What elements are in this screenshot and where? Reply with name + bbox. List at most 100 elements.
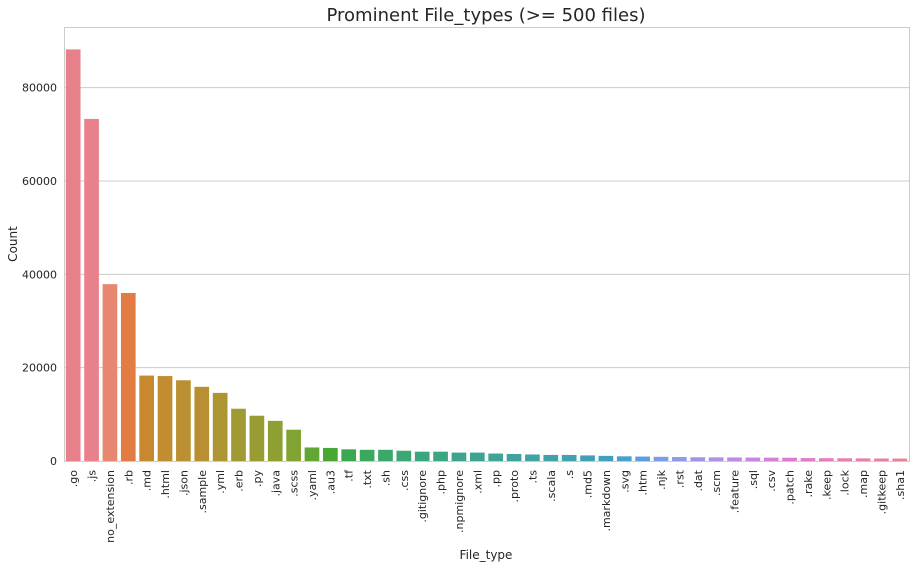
- bar: [506, 454, 522, 461]
- x-tick-label: .js: [86, 470, 99, 483]
- bar: [323, 447, 338, 461]
- chart-title: Prominent File_types (>= 500 files): [327, 5, 646, 26]
- bar: [212, 392, 228, 461]
- x-tick-label: .lock: [839, 469, 852, 495]
- x-tick-label: .scss: [288, 470, 301, 497]
- bar: [194, 386, 210, 461]
- x-tick-label: .sh: [379, 470, 392, 486]
- bar: [525, 454, 540, 461]
- x-tick-label: .yml: [214, 470, 227, 494]
- bar: [433, 451, 448, 461]
- bar: [157, 376, 173, 461]
- bar: [561, 454, 577, 461]
- x-tick-label: .sample: [196, 470, 209, 514]
- bar: [653, 456, 669, 461]
- bar: [396, 450, 412, 461]
- bar: [672, 457, 687, 461]
- bar: [488, 453, 504, 461]
- bar: [139, 375, 155, 461]
- x-tick-label: .csv: [765, 470, 778, 492]
- x-tick-label: .markdown: [600, 470, 613, 532]
- plot-frame: [64, 27, 910, 462]
- x-tick-label: .patch: [784, 470, 797, 505]
- bar: [763, 457, 779, 461]
- y-tick-label: 40000: [22, 268, 57, 281]
- x-tick-label: .md5: [582, 470, 595, 498]
- bar: [120, 293, 136, 461]
- x-tick-label: .json: [177, 470, 190, 496]
- bar: [635, 456, 650, 461]
- x-tick-label: .rake: [802, 470, 815, 498]
- x-tick-label: no_extension: [104, 470, 117, 543]
- bar: [414, 451, 430, 461]
- x-tick-label: .scala: [545, 470, 558, 502]
- x-tick-label: .sha1: [894, 470, 907, 500]
- x-tick-label: .txt: [361, 469, 374, 488]
- bar: [616, 456, 632, 461]
- bar: [800, 458, 816, 461]
- x-tick-label: .dat: [692, 469, 705, 491]
- x-tick-label: .gitignore: [416, 470, 429, 523]
- y-tick-label: 20000: [22, 362, 57, 375]
- x-tick-label: .rb: [122, 470, 135, 485]
- x-tick-label: .tf: [343, 469, 356, 482]
- bar: [469, 452, 485, 461]
- bar: [378, 449, 393, 461]
- bar: [267, 420, 283, 461]
- x-tick-label: .keep: [820, 470, 833, 500]
- x-tick-label: .html: [159, 470, 172, 499]
- x-tick-label: .md: [141, 470, 154, 491]
- x-tick-label: .py: [251, 470, 264, 487]
- x-tick-label: .npmignore: [453, 470, 466, 533]
- bar: [102, 284, 118, 461]
- x-tick-label: .ts: [526, 470, 539, 484]
- x-tick-label: .css: [398, 470, 411, 491]
- bar: [708, 457, 724, 461]
- x-tick-label: .go: [67, 470, 80, 487]
- bar: [837, 458, 853, 461]
- x-tick-label: .njk: [655, 469, 668, 490]
- x-tick-label: .rst: [673, 469, 686, 488]
- bar: [892, 458, 908, 461]
- bar: [690, 457, 706, 461]
- bar: [84, 118, 99, 461]
- x-tick-label: .sql: [747, 470, 760, 489]
- bar: [451, 452, 467, 461]
- bar: [745, 457, 761, 461]
- x-tick-label: .yaml: [306, 470, 319, 501]
- bar: [543, 454, 559, 461]
- x-tick-label: .htm: [637, 470, 650, 496]
- bar: [855, 458, 871, 461]
- x-tick-label: .gitkeep: [875, 470, 888, 514]
- bar: [818, 458, 834, 461]
- y-tick-label: 80000: [22, 82, 57, 95]
- x-tick-label: .s: [563, 470, 576, 479]
- x-tick-label: .proto: [508, 470, 521, 503]
- x-tick-label: .map: [857, 470, 870, 498]
- bar: [341, 449, 357, 461]
- x-tick-label: .xml: [471, 470, 484, 494]
- x-tick-label: .au3: [324, 470, 337, 494]
- x-tick-label: .svg: [618, 470, 631, 493]
- y-axis-label: Count: [6, 226, 20, 262]
- x-tick-label: .scm: [710, 470, 723, 496]
- bar: [359, 449, 375, 461]
- x-tick-label: .java: [269, 470, 282, 497]
- x-tick-label: .php: [435, 470, 448, 494]
- bar: [231, 408, 246, 461]
- bar: [304, 447, 320, 461]
- bar: [782, 457, 797, 461]
- x-axis-label: File_type: [460, 548, 513, 562]
- bar: [598, 455, 614, 461]
- bar: [580, 455, 595, 461]
- y-tick-label: 0: [50, 455, 57, 468]
- x-tick-label: .erb: [233, 470, 246, 492]
- y-tick-label: 60000: [22, 175, 57, 188]
- x-tick-label: .pp: [490, 470, 503, 487]
- bar: [176, 380, 191, 461]
- bar: [874, 458, 889, 461]
- bar: [65, 49, 81, 462]
- bar: [286, 429, 301, 461]
